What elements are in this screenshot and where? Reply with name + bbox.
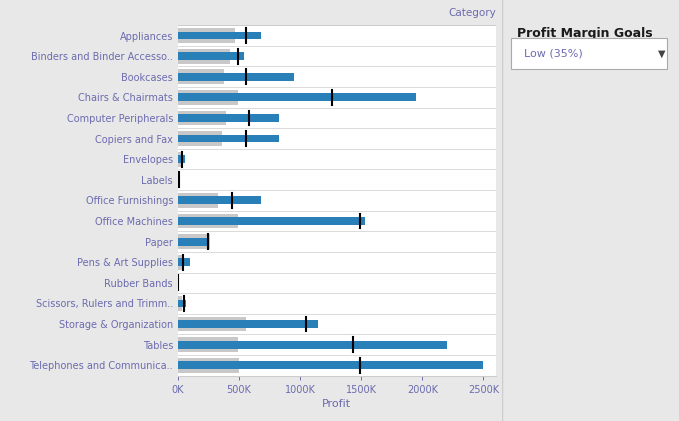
Text: ▼: ▼ [657, 49, 665, 59]
Bar [178, 135, 279, 142]
Bar [178, 197, 261, 204]
Bar [178, 217, 365, 225]
Bar [178, 131, 222, 146]
Bar [178, 296, 182, 311]
Bar [178, 299, 187, 307]
FancyBboxPatch shape [511, 38, 667, 69]
Bar [178, 172, 179, 187]
Bar [178, 73, 294, 81]
Text: Category: Category [448, 8, 496, 18]
Bar [178, 337, 238, 352]
X-axis label: Profit: Profit [323, 399, 351, 409]
Bar [178, 258, 189, 266]
Bar [178, 28, 236, 43]
Bar [178, 111, 225, 125]
Bar [178, 93, 416, 101]
Bar [178, 114, 279, 122]
Bar [178, 238, 208, 245]
Bar [178, 90, 238, 105]
Bar [178, 32, 261, 40]
Text: Low (35%): Low (35%) [524, 49, 583, 59]
Bar [178, 234, 210, 249]
Bar [178, 255, 183, 269]
Bar [178, 320, 318, 328]
Bar [178, 358, 239, 373]
Bar [178, 361, 483, 369]
Text: Profit Margin Goals: Profit Margin Goals [517, 27, 653, 40]
Bar [178, 52, 244, 60]
Bar [178, 341, 447, 349]
Bar [178, 213, 238, 229]
Bar [178, 152, 183, 167]
Bar [178, 176, 179, 184]
Bar [178, 155, 185, 163]
Bar [178, 193, 218, 208]
Bar [178, 49, 230, 64]
Bar [178, 69, 224, 84]
Bar [178, 317, 246, 331]
